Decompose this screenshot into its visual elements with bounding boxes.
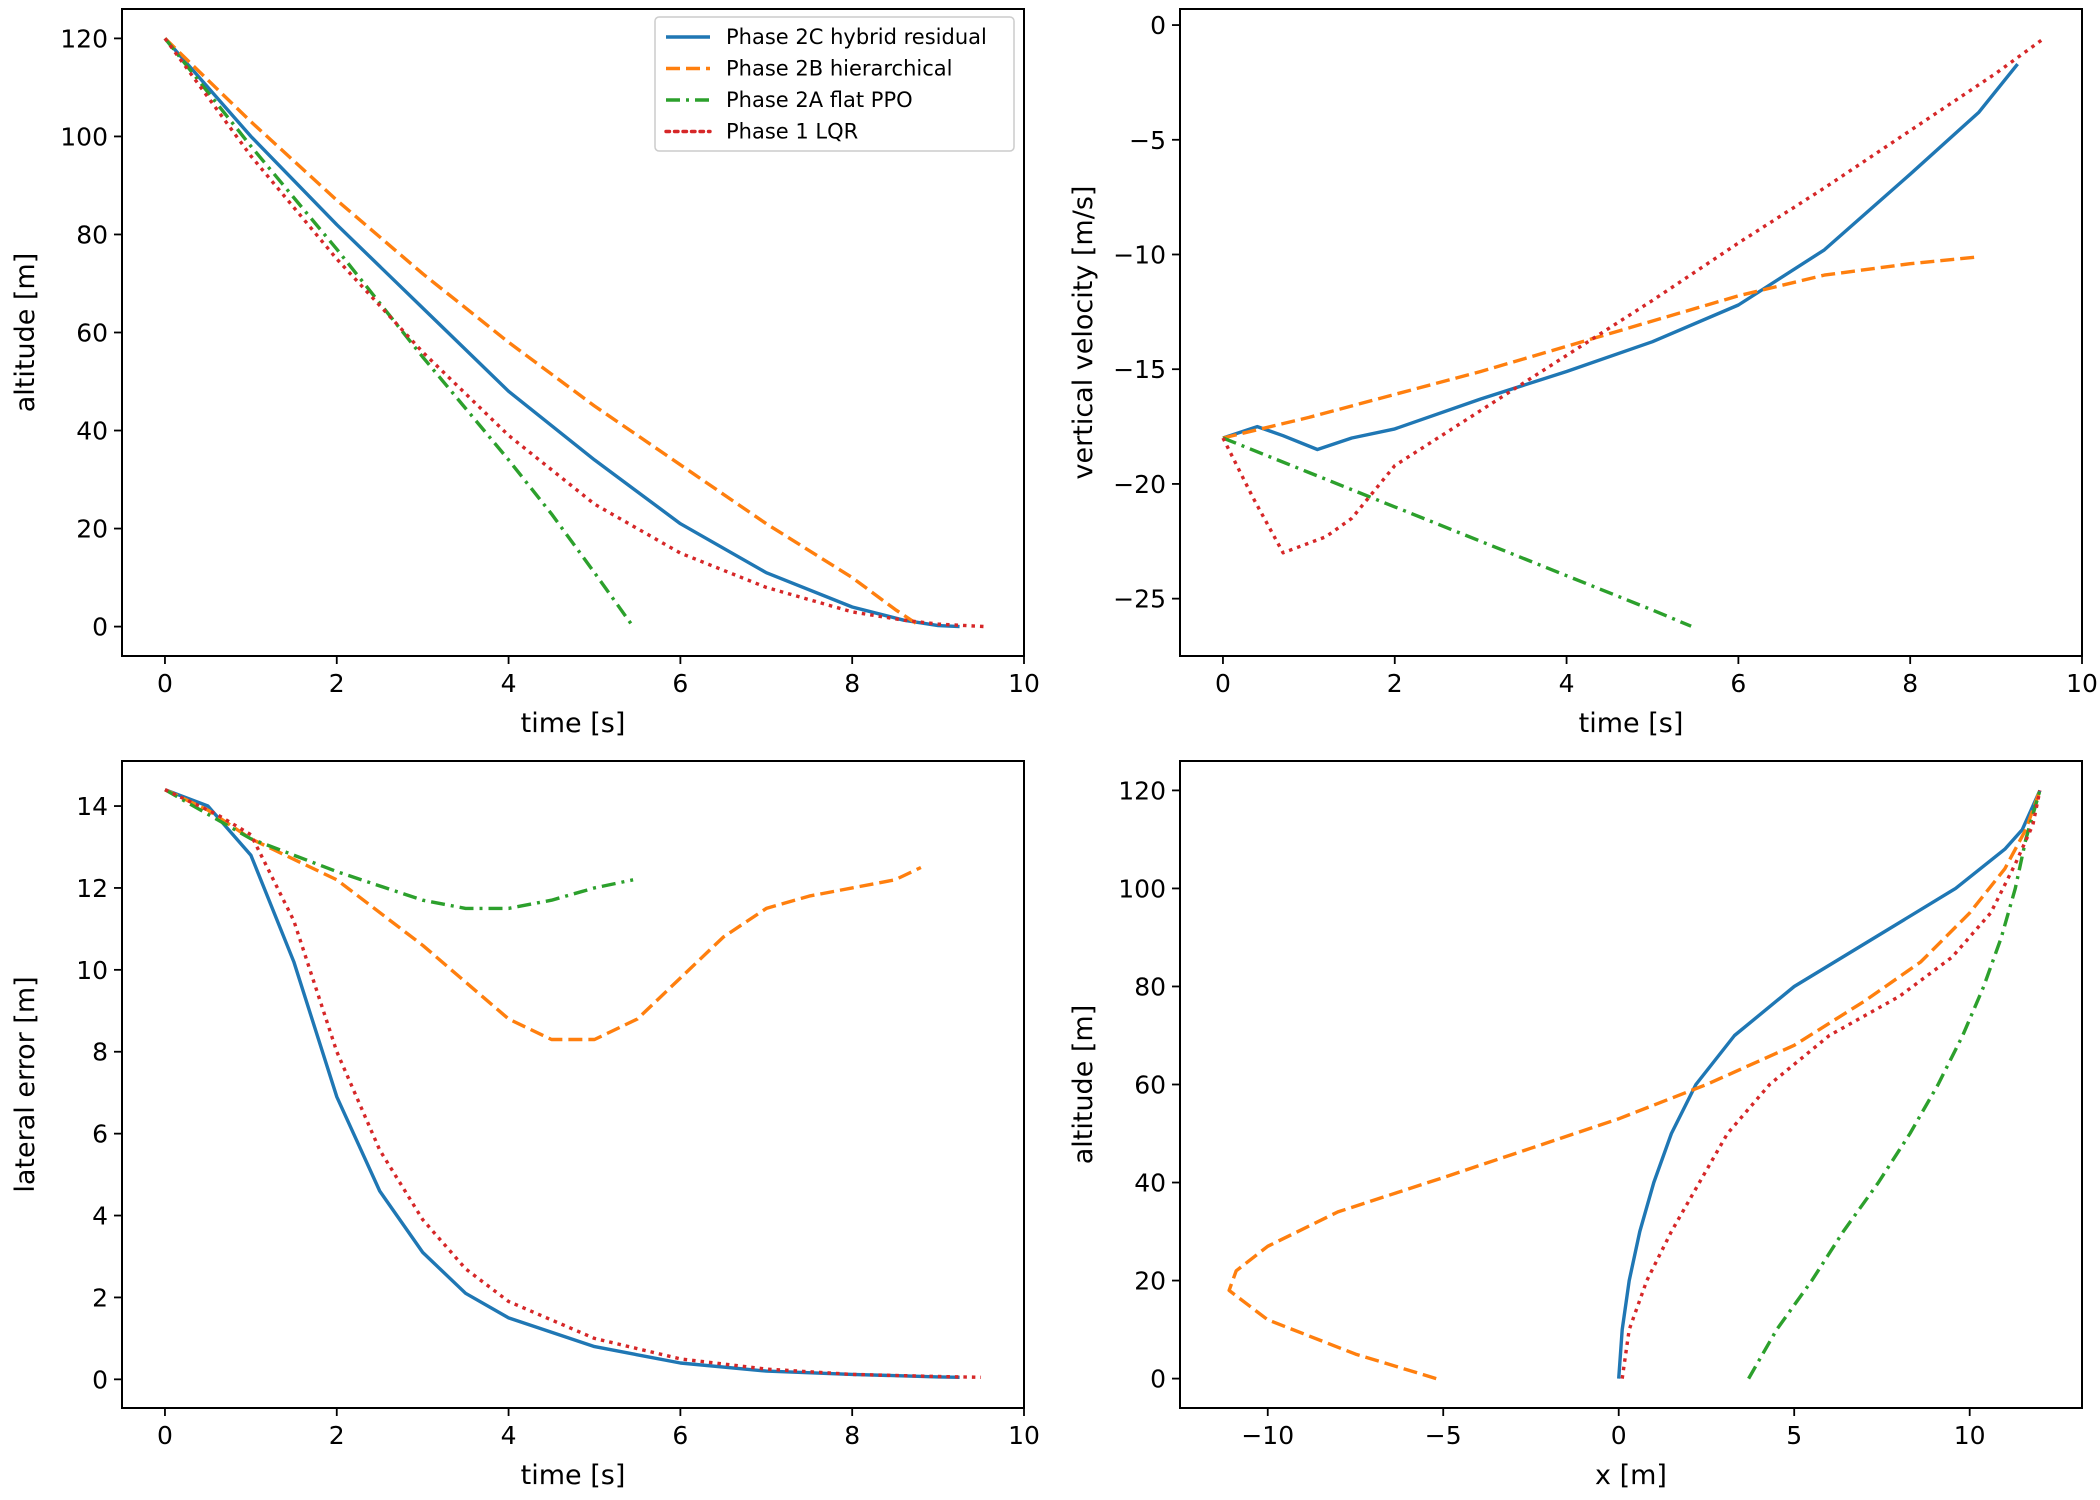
series-line-phase-2b-hierarchical: [1227, 789, 2042, 1381]
y-tick-label: 100: [1118, 874, 1166, 903]
axes-frame: [1179, 8, 2083, 657]
series-line-phase-2a-flat-ppo: [164, 788, 634, 911]
y-tick-label: 20: [76, 515, 108, 544]
x-tick-label: 0: [157, 1421, 173, 1450]
y-tick-label: 0: [92, 613, 108, 642]
y-tick-label: −15: [1113, 355, 1166, 384]
series-line-phase-1-lqr: [1620, 790, 2042, 1379]
series-line-phase-1-lqr: [1221, 37, 2045, 555]
y-tick-label: 40: [1134, 1169, 1166, 1198]
x-tick-label: 0: [157, 669, 173, 698]
axes-frame: [1179, 760, 2083, 1409]
chart-panel-3: 0 2 4 6 8 10 0 2 4 6 8 10 12 14 time [s] lateral error …: [10, 760, 1040, 1491]
series-line-phase-2b-hierarchical: [163, 37, 922, 629]
y-axis-label: lateral error [m]: [10, 976, 41, 1192]
legend-label: Phase 2B hierarchical: [726, 57, 953, 81]
y-tick-label: 12: [76, 874, 108, 903]
axes-frame: [121, 760, 1025, 1409]
y-tick-label: 100: [60, 122, 108, 151]
series-line-phase-2c-hybrid-residual: [1222, 63, 2019, 452]
series-line-phase-2a-flat-ppo: [163, 37, 635, 628]
x-tick-label: 5: [1786, 1421, 1802, 1450]
y-tick-label: 80: [1134, 972, 1166, 1001]
x-tick-label: 10: [1008, 669, 1040, 698]
y-tick-label: 4: [92, 1202, 108, 1231]
x-axis-label: time [s]: [521, 708, 626, 739]
x-axis-label: time [s]: [1579, 708, 1684, 739]
x-tick-label: 2: [329, 1421, 345, 1450]
y-tick-label: 8: [92, 1038, 108, 1067]
x-tick-label: 6: [1730, 669, 1746, 698]
y-tick-label: 0: [1150, 11, 1166, 40]
x-tick-label: 0: [1215, 669, 1231, 698]
y-tick-label: 120: [1118, 776, 1166, 805]
chart-panel-2: 0 2 4 6 8 10 0 −5 −10 −15 −20 −25 time [s] vertical v…: [1068, 8, 2098, 739]
y-tick-label: 80: [76, 220, 108, 249]
y-tick-label: −25: [1113, 585, 1166, 614]
series-line-phase-1-lqr: [164, 788, 982, 1379]
y-tick-label: 60: [76, 319, 108, 348]
x-tick-label: 10: [2066, 669, 2098, 698]
legend: Phase 2C hybrid residual Phase 2B hierarc…: [654, 16, 1015, 152]
legend-box: [654, 16, 1015, 152]
x-tick-label: 6: [672, 1421, 688, 1450]
y-axis-label: vertical velocity [m/s]: [1068, 186, 1099, 480]
y-tick-label: −10: [1113, 240, 1166, 269]
legend-label: Phase 2C hybrid residual: [726, 25, 987, 49]
y-axis-label: altitude [m]: [1068, 1005, 1099, 1165]
y-tick-label: 2: [92, 1283, 108, 1312]
x-tick-label: 6: [672, 669, 688, 698]
x-tick-label: −10: [1241, 1421, 1294, 1450]
y-tick-label: 40: [76, 417, 108, 446]
y-tick-label: 0: [92, 1365, 108, 1394]
series-line-phase-2c-hybrid-residual: [164, 788, 960, 1379]
series-line-phase-2b-hierarchical: [164, 788, 922, 1042]
x-tick-label: 2: [329, 669, 345, 698]
x-tick-label: 2: [1387, 669, 1403, 698]
series-line-phase-2a-flat-ppo: [1747, 789, 2042, 1380]
x-tick-label: 8: [844, 1421, 860, 1450]
y-tick-label: 0: [1150, 1365, 1166, 1394]
x-tick-label: 10: [1008, 1421, 1040, 1450]
y-tick-label: 120: [60, 24, 108, 53]
x-axis-label: x [m]: [1595, 1460, 1667, 1491]
y-tick-label: 6: [92, 1120, 108, 1149]
x-tick-label: 8: [1902, 669, 1918, 698]
series-line-phase-2c-hybrid-residual: [163, 37, 960, 629]
x-tick-label: −5: [1425, 1421, 1462, 1450]
y-tick-label: 60: [1134, 1071, 1166, 1100]
y-tick-label: −5: [1129, 126, 1166, 155]
series-line-phase-2b-hierarchical: [1222, 255, 1980, 440]
legend-label: Phase 2A flat PPO: [726, 88, 913, 112]
series-line-phase-2c-hybrid-residual: [1617, 789, 2042, 1379]
x-tick-label: 8: [844, 669, 860, 698]
x-tick-label: 4: [1559, 669, 1575, 698]
y-tick-label: −20: [1113, 470, 1166, 499]
x-tick-label: 10: [1954, 1421, 1986, 1450]
series-line-phase-2a-flat-ppo: [1222, 436, 1692, 628]
x-tick-label: 0: [1611, 1421, 1627, 1450]
y-tick-label: 10: [76, 956, 108, 985]
legend-label: Phase 1 LQR: [726, 120, 858, 144]
y-tick-label: 20: [1134, 1267, 1166, 1296]
x-tick-label: 4: [501, 669, 517, 698]
y-axis-label: altitude [m]: [10, 253, 41, 413]
x-axis-label: time [s]: [521, 1460, 626, 1491]
series-line-phase-1-lqr: [163, 37, 986, 629]
y-tick-label: 14: [76, 792, 108, 821]
x-tick-label: 4: [501, 1421, 517, 1450]
